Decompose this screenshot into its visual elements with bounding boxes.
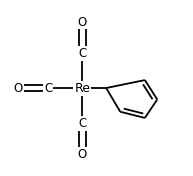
Text: O: O	[78, 148, 87, 161]
Text: O: O	[78, 15, 87, 29]
Text: C: C	[78, 47, 86, 60]
Text: C: C	[78, 117, 86, 130]
Text: O: O	[14, 81, 23, 95]
Text: Re: Re	[74, 81, 90, 95]
Text: C: C	[44, 81, 52, 95]
